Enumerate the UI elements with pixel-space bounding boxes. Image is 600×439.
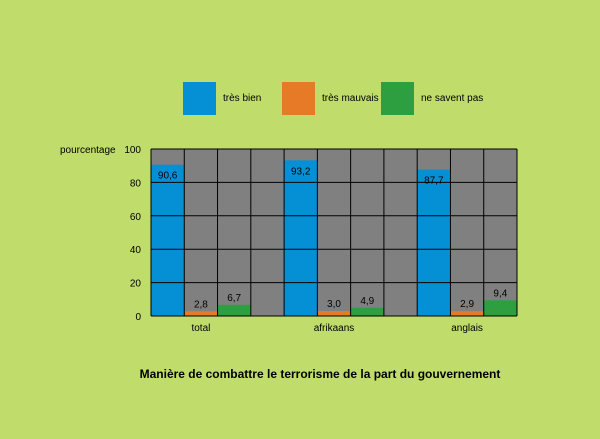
y-axis-label: pourcentage	[60, 145, 116, 156]
y-tick-label: 20	[130, 279, 142, 290]
legend-label-1: très bien	[223, 93, 261, 104]
y-tick-label: 40	[130, 245, 142, 256]
data-label: 2,8	[194, 299, 208, 310]
bar-anglais-1	[417, 169, 451, 316]
legend-swatch-1	[183, 82, 216, 115]
data-label: 3,0	[327, 299, 341, 310]
legend-swatch-3	[381, 82, 414, 115]
x-tick-label: anglais	[451, 323, 483, 334]
bar-afrikaans-3	[350, 307, 384, 316]
bar-total-1	[151, 164, 185, 316]
x-tick-label: afrikaans	[314, 323, 355, 334]
plot-background	[151, 149, 517, 316]
bar-anglais-2	[450, 311, 484, 316]
legend-label-3: ne savent pas	[421, 93, 483, 104]
x-tick-label: total	[191, 323, 210, 334]
legend-swatch-2	[282, 82, 315, 115]
plot-area: 90,6 2,8 6,7 total 93,2 3,0 4,9 afrikaans 87,7 2,…	[124, 145, 518, 334]
bar-afrikaans-2	[317, 310, 351, 316]
y-tick-label: 0	[135, 312, 141, 323]
data-label: 6,7	[227, 293, 241, 304]
legend-label-2: très mauvais	[322, 93, 379, 104]
data-label: 93,2	[291, 166, 311, 177]
y-tick-label: 60	[130, 212, 142, 223]
data-label: 9,4	[493, 288, 507, 299]
bar-anglais-3	[483, 300, 517, 316]
bar-total-2	[184, 311, 218, 316]
data-label: 87,7	[424, 176, 444, 187]
y-tick-label: 80	[130, 178, 142, 189]
data-label: 2,9	[460, 299, 474, 310]
bar-afrikaans-1	[284, 160, 318, 316]
data-label: 4,9	[360, 296, 374, 307]
data-label: 90,6	[158, 171, 178, 182]
bar-total-3	[217, 304, 251, 316]
chart-title: Manière de combattre le terrorisme de la…	[140, 367, 501, 381]
legend: très bien très mauvais ne savent pas	[183, 82, 483, 115]
y-tick-label: 100	[124, 145, 141, 156]
